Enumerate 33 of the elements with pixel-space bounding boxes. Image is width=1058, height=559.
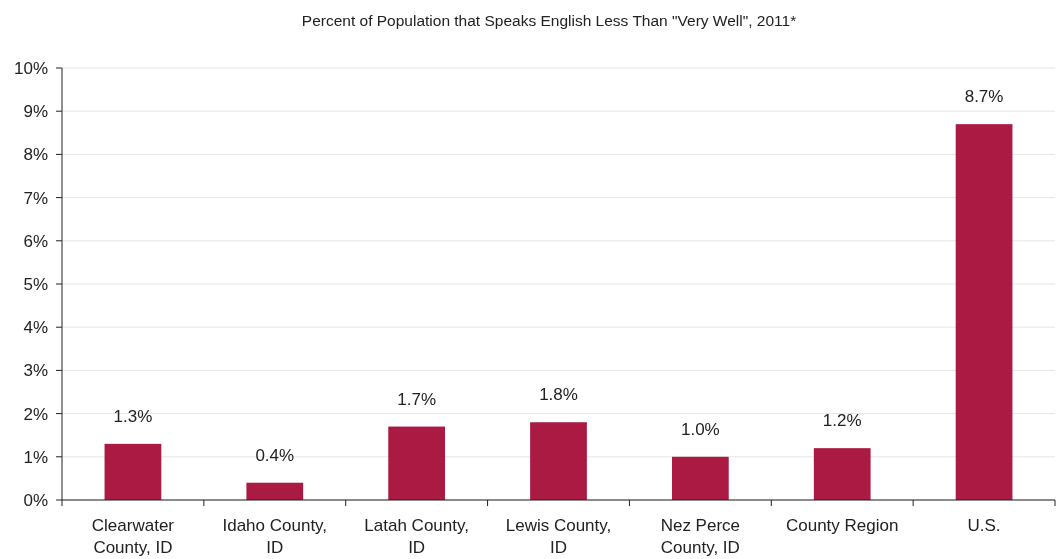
data-label: 8.7% bbox=[964, 87, 1004, 107]
data-label: 1.7% bbox=[397, 389, 437, 409]
data-label: 0.4% bbox=[255, 445, 295, 465]
y-tick-label: 10% bbox=[13, 58, 48, 78]
bar bbox=[104, 443, 162, 500]
bar bbox=[671, 456, 729, 500]
y-tick-label: 6% bbox=[23, 231, 48, 251]
bar bbox=[813, 448, 871, 500]
x-tick-label: Lewis County, ID bbox=[505, 516, 612, 557]
y-tick-label: 2% bbox=[23, 404, 48, 424]
x-tick-label: Idaho County, ID bbox=[222, 516, 328, 557]
bar bbox=[530, 422, 587, 500]
data-label: 1.3% bbox=[113, 406, 153, 426]
y-tick-label: 3% bbox=[23, 361, 48, 381]
data-label: 1.0% bbox=[680, 419, 720, 439]
x-tick-label: County Region bbox=[785, 516, 899, 535]
bar bbox=[388, 426, 446, 500]
data-label: 1.8% bbox=[539, 385, 578, 405]
x-tick-label: Nez Perce County, ID bbox=[660, 516, 741, 557]
data-label: 1.2% bbox=[822, 411, 862, 431]
y-tick-label: 0% bbox=[23, 490, 48, 510]
x-tick-label: Latah County, ID bbox=[364, 516, 469, 557]
chart-title: Percent of Population that Speaks English Less Than "Very Well", 2011* bbox=[301, 12, 797, 29]
y-tick-label: 5% bbox=[23, 274, 48, 294]
y-tick-label: 4% bbox=[23, 318, 48, 338]
bar bbox=[246, 482, 304, 500]
y-tick-label: 7% bbox=[23, 188, 48, 208]
y-tick-label: 9% bbox=[23, 102, 48, 122]
y-tick-label: 1% bbox=[23, 447, 48, 467]
y-tick-label: 8% bbox=[23, 145, 48, 165]
x-tick-label: U.S. bbox=[967, 516, 1001, 535]
bar bbox=[955, 124, 1013, 500]
x-tick-label: Clearwater County, ID bbox=[91, 516, 175, 557]
